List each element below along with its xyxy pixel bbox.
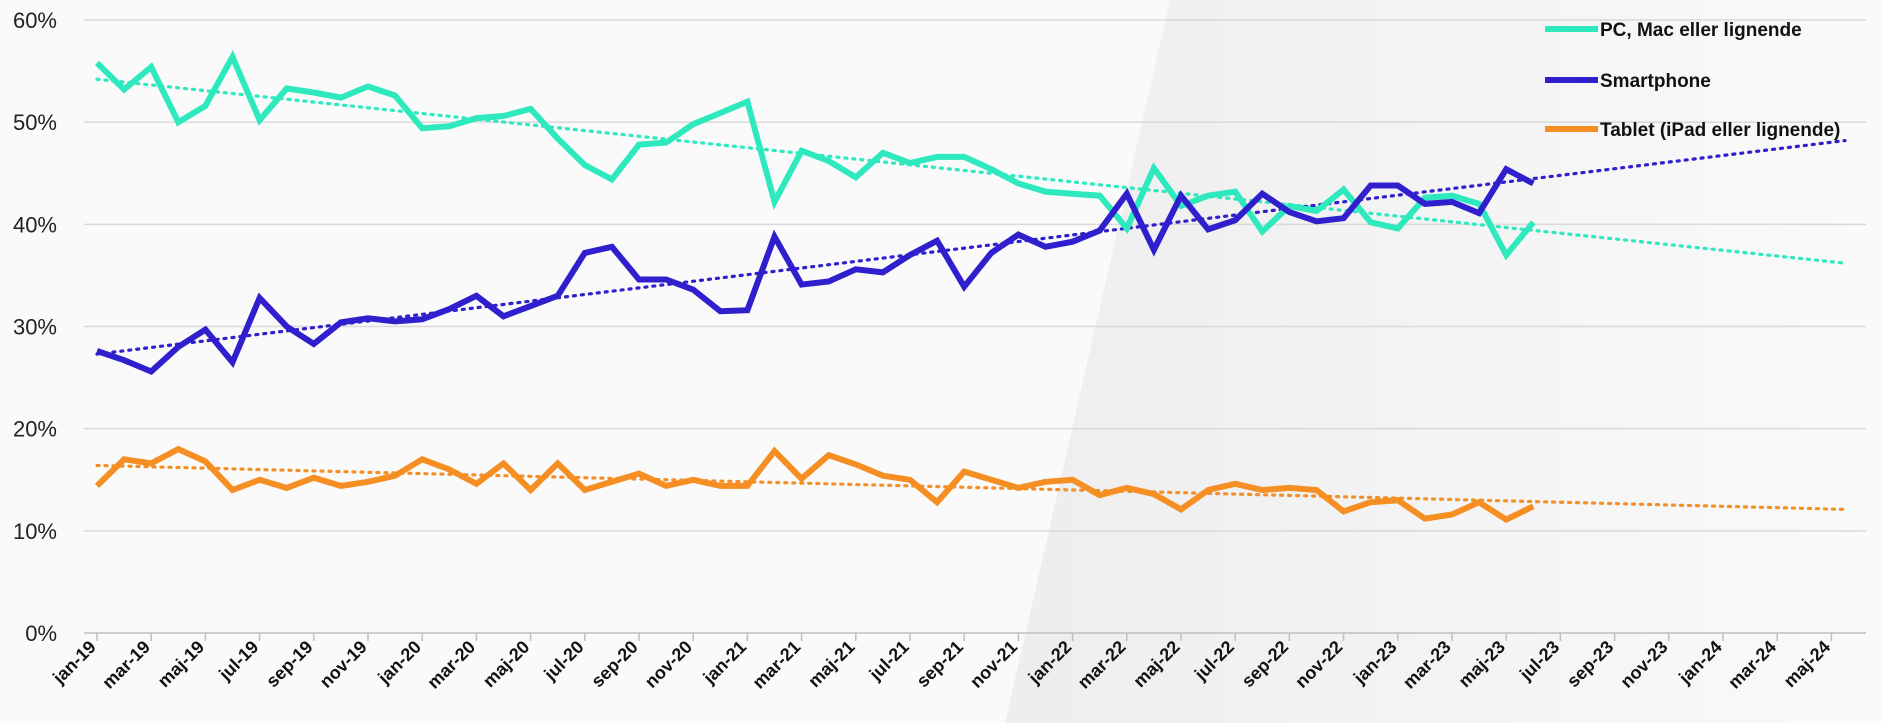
x-tick-label: maj-21 [804,637,858,691]
y-axis-labels: 0% 10% 20% 30% 40% 50% 60% [13,8,57,646]
x-tick-label: nov-19 [316,637,371,692]
background-shade [1005,0,1881,723]
trendline-2 [95,463,1847,511]
x-tick-label: sep-20 [587,637,641,691]
x-tick-label: sep-19 [262,637,316,691]
x-tick-label: jan-21 [699,637,751,689]
x-tick-label: jul-21 [865,637,913,685]
x-tick-label: sep-21 [913,637,967,691]
x-tick-label: maj-20 [479,637,533,691]
x-tick-label: nov-20 [641,637,696,692]
y-tick-label: 20% [13,417,57,442]
series-line-0 [94,49,1536,261]
trendlines [95,77,1847,511]
trendline-0 [95,77,1847,265]
legend-label: Tablet (iPad eller lignende) [1600,120,1840,141]
y-tick-label: 0% [25,621,57,646]
x-axis [84,632,1866,641]
x-tick-label: jul-20 [540,637,588,685]
y-tick-label: 10% [13,519,57,544]
trendline-1 [95,138,1847,356]
legend-label: PC, Mac eller lignende [1600,20,1802,41]
legend-label: Smartphone [1600,71,1711,92]
y-tick-label: 40% [13,212,57,237]
x-tick-label: mar-21 [749,637,805,693]
y-tick-label: 60% [13,8,57,33]
x-tick-label: mar-19 [98,637,154,693]
x-tick-label: mar-20 [423,637,479,693]
y-tick-label: 50% [13,110,57,135]
x-tick-label: jul-19 [214,637,262,685]
x-tick-label: jan-20 [373,637,425,689]
series-lines [94,49,1536,524]
gridlines [84,19,1866,532]
legend: PC, Mac eller lignende Smartphone Tablet (… [1545,20,1840,141]
series-line-1 [96,165,1535,376]
series-line-2 [94,445,1535,524]
x-tick-label: maj-19 [154,637,208,691]
y-tick-label: 30% [13,315,57,340]
x-tick-label: nov-21 [966,637,1021,692]
